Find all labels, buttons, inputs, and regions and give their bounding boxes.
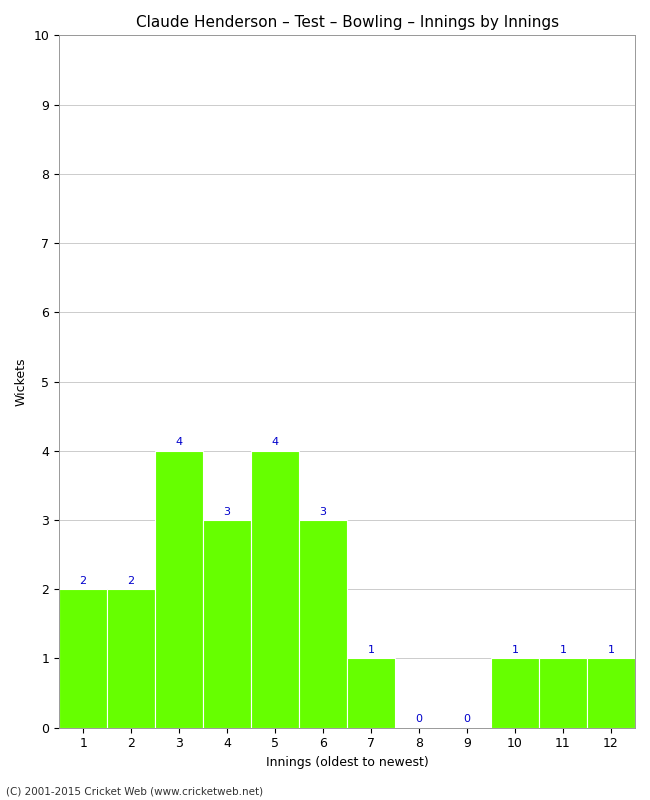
Text: 0: 0 [463, 714, 471, 724]
Text: 2: 2 [127, 576, 135, 586]
Bar [539, 658, 587, 728]
Bar [59, 590, 107, 728]
Y-axis label: Wickets: Wickets [15, 358, 28, 406]
Bar [155, 450, 203, 728]
Text: 4: 4 [272, 438, 279, 447]
Bar [491, 658, 539, 728]
Text: 1: 1 [608, 645, 614, 655]
Text: (C) 2001-2015 Cricket Web (www.cricketweb.net): (C) 2001-2015 Cricket Web (www.cricketwe… [6, 786, 264, 796]
Bar [587, 658, 635, 728]
Text: 1: 1 [560, 645, 567, 655]
Text: 3: 3 [320, 506, 326, 517]
Text: 4: 4 [176, 438, 183, 447]
Bar [299, 520, 347, 728]
Bar [251, 450, 299, 728]
Text: 3: 3 [224, 506, 231, 517]
Bar [203, 520, 251, 728]
Text: 2: 2 [79, 576, 86, 586]
Bar [347, 658, 395, 728]
Title: Claude Henderson – Test – Bowling – Innings by Innings: Claude Henderson – Test – Bowling – Inni… [135, 15, 558, 30]
Text: 1: 1 [367, 645, 374, 655]
Bar [107, 590, 155, 728]
Text: 0: 0 [415, 714, 423, 724]
X-axis label: Innings (oldest to newest): Innings (oldest to newest) [266, 756, 428, 769]
Text: 1: 1 [512, 645, 519, 655]
